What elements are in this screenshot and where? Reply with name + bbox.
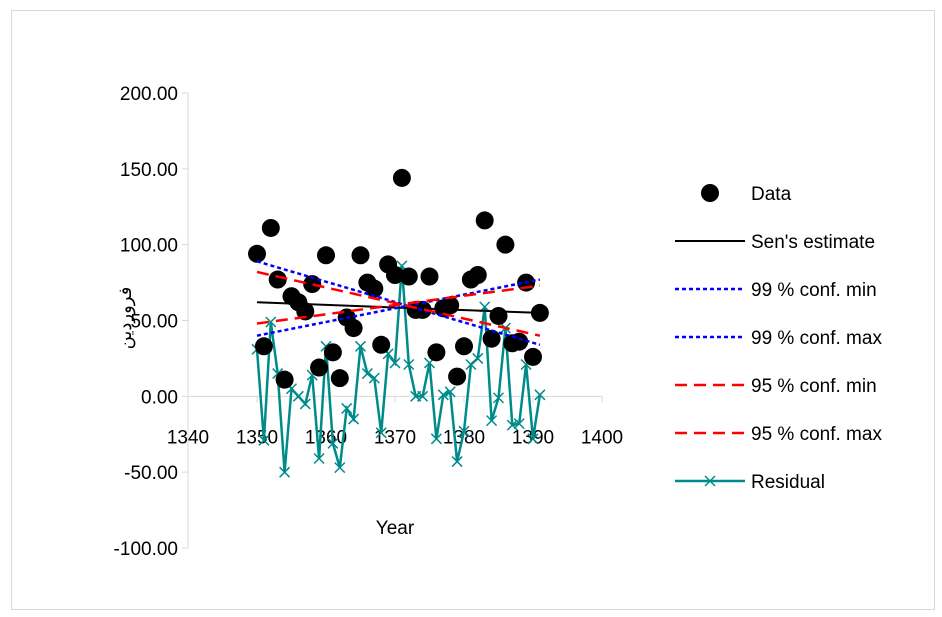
residual-point [341, 402, 353, 414]
data-point [392, 168, 411, 187]
residual-point [430, 433, 442, 445]
data-point [427, 343, 446, 362]
data-point [323, 343, 342, 362]
data-point [482, 329, 501, 348]
residual-point [527, 433, 539, 445]
data-point [310, 358, 329, 377]
residual-point [265, 316, 277, 328]
residual-point [506, 419, 518, 431]
residual-point [492, 392, 505, 404]
residual-point [403, 358, 415, 371]
data-point [468, 266, 487, 284]
x-tick-label: 1400 [581, 427, 623, 448]
data-point [448, 367, 467, 386]
residual-point [279, 466, 291, 478]
residual-point [354, 340, 367, 352]
x-axis-label: Year [376, 518, 415, 539]
x-tick-label: 1360 [305, 427, 347, 448]
residual-point [375, 427, 387, 439]
residual-point [299, 398, 311, 410]
y-tick-label: 100.00 [120, 236, 178, 257]
residual-point [486, 415, 498, 427]
legend-marker-data [701, 184, 719, 202]
conf99-line [256, 278, 541, 337]
residual-point [513, 418, 525, 430]
x-tick-label: 1340 [167, 427, 209, 448]
x-tick-label: 1350 [236, 427, 278, 448]
data-point [330, 369, 349, 388]
data-point [261, 218, 280, 237]
conf95-line [256, 284, 541, 325]
data-point [344, 319, 363, 338]
data-point [268, 270, 287, 289]
data-point [489, 306, 508, 325]
residual-point [389, 357, 401, 369]
residual-point [334, 462, 346, 474]
y-axis-label: فروردین [115, 287, 136, 350]
legend-label: 99 % conf. max [751, 328, 882, 349]
legend-label: 99 % conf. min [751, 280, 877, 301]
y-tick-label: 150.00 [120, 160, 178, 181]
data-point [413, 300, 432, 319]
residual-point [361, 368, 373, 380]
data-point [296, 302, 315, 321]
data-point [372, 335, 391, 354]
residual-point [458, 425, 470, 437]
data-point [317, 246, 335, 265]
residual-point [534, 389, 546, 401]
data-point [275, 370, 294, 389]
residual-point [444, 386, 456, 398]
residual-point [472, 352, 484, 364]
data-point [248, 244, 266, 263]
legend-label: 95 % conf. max [751, 424, 882, 445]
data-point [455, 337, 473, 356]
data-point [351, 246, 370, 265]
residual-point [327, 437, 339, 449]
data-point [399, 267, 418, 286]
y-tick-label: -50.00 [124, 463, 178, 484]
y-tick-label: 50.00 [130, 312, 178, 333]
data-point [475, 211, 494, 230]
data-point [386, 266, 404, 284]
residual-point [348, 413, 360, 425]
data-point [496, 235, 515, 254]
residual-point [417, 390, 429, 402]
residual-point [368, 372, 380, 384]
data-point [420, 267, 439, 286]
legend-label: Data [751, 184, 792, 205]
sen-estimate-line [256, 301, 540, 314]
y-tick-label: 200.00 [120, 84, 178, 105]
y-tick-label: 0.00 [141, 387, 178, 408]
data-point [524, 347, 542, 366]
residual-point [437, 389, 449, 401]
data-point [303, 275, 322, 294]
y-tick-label: -100.00 [114, 539, 178, 560]
legend-label: Sen's estimate [751, 232, 875, 253]
data-point [365, 279, 384, 298]
legend-marker-residual [704, 475, 716, 487]
x-tick-label: 1370 [374, 427, 416, 448]
legend-label: 95 % conf. min [751, 376, 877, 397]
residual-point [451, 456, 463, 468]
legend-label: Residual [751, 472, 825, 493]
data-point [254, 337, 273, 356]
residual-point [313, 452, 325, 465]
residual-point [258, 434, 270, 446]
